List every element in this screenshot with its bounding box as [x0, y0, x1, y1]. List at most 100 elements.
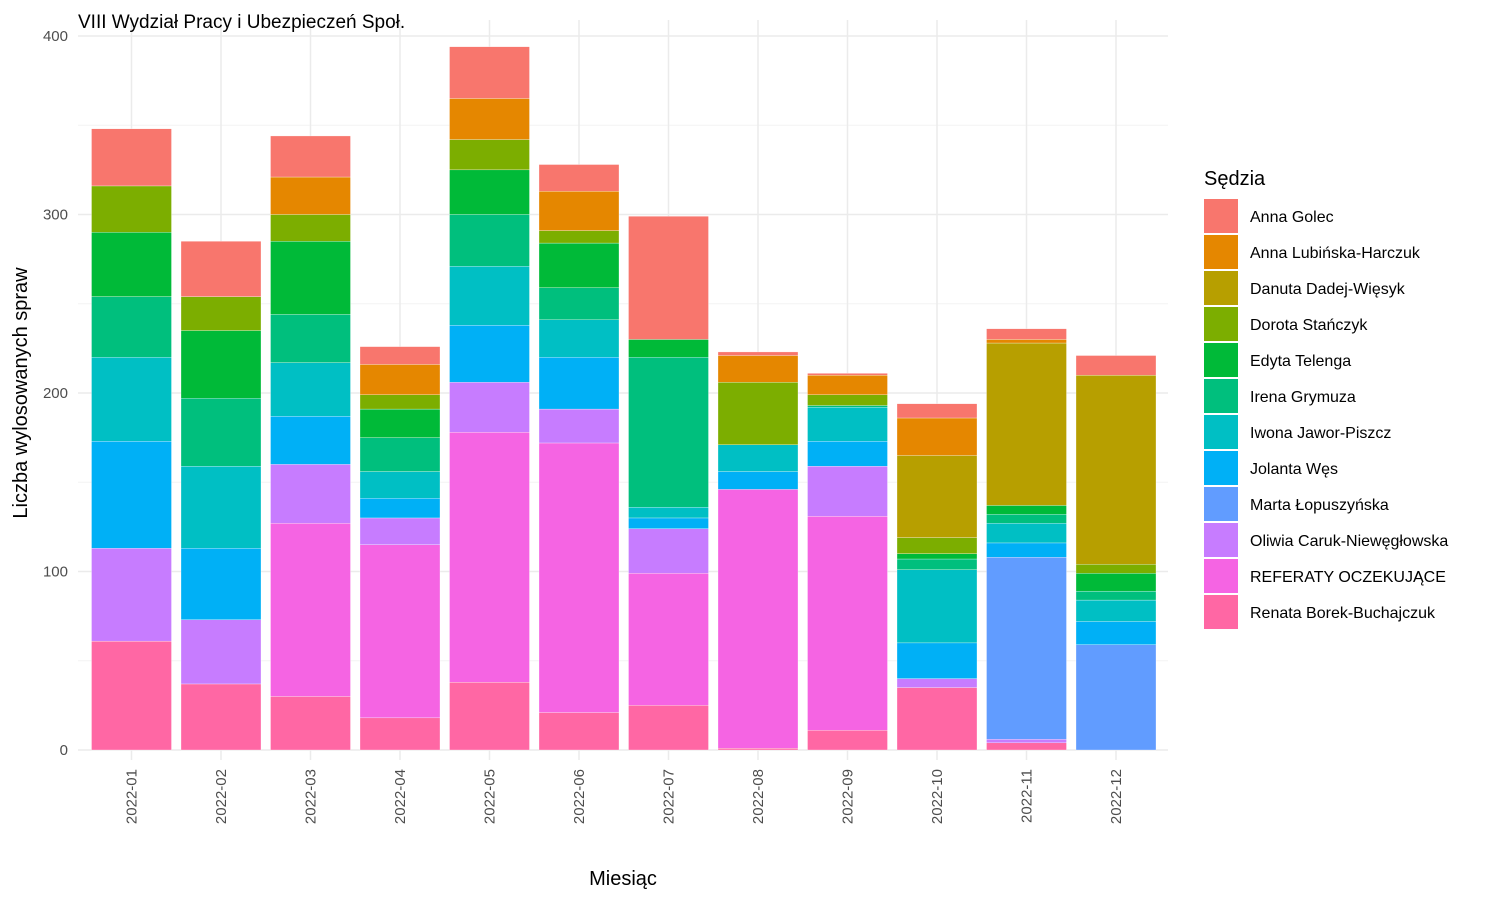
legend-title: Sędzia: [1204, 168, 1266, 190]
bar-segment: [807, 394, 888, 406]
bar-segment: [896, 558, 978, 570]
bar-segment: [628, 705, 709, 751]
bar-segment: [538, 164, 620, 192]
legend-label: Danuta Dadej-Więsyk: [1250, 281, 1406, 298]
x-tick-label: 2022-06: [571, 769, 588, 824]
legend-swatch: [1204, 523, 1238, 557]
bar-segment: [807, 441, 888, 467]
bar-segment: [896, 569, 978, 644]
bar-segment: [91, 128, 172, 187]
x-axis-title: Miesiąc: [589, 868, 657, 890]
y-tick-label: 100: [43, 564, 68, 581]
bar-segment: [986, 739, 1067, 744]
bar-segment: [807, 730, 888, 751]
bar-segment: [538, 408, 620, 444]
bar-segment: [807, 466, 888, 517]
bar-segment: [270, 362, 351, 417]
bar-segment: [270, 464, 351, 524]
bar-segment: [986, 505, 1067, 515]
legend-label: Renata Borek-Buchajczuk: [1250, 605, 1436, 622]
bar-segment: [717, 382, 799, 445]
bar-segment: [449, 139, 530, 171]
bar-segment: [896, 642, 978, 679]
legend-label: Oliwia Caruk-Niewęgłowska: [1250, 533, 1448, 550]
bar-segment: [180, 398, 262, 467]
bar-segment: [91, 640, 172, 751]
legend-label: Irena Grymuza: [1250, 389, 1356, 406]
bar-segment: [717, 489, 799, 749]
bar-segment: [986, 339, 1067, 344]
bar-segment: [1075, 564, 1157, 574]
x-tick-label: 2022-07: [661, 769, 678, 824]
bar-segment: [449, 325, 530, 383]
bar-segment: [717, 351, 799, 356]
bar-segment: [359, 498, 441, 519]
x-tick-label: 2022-03: [303, 769, 320, 824]
bar-segment: [270, 416, 351, 465]
bar-segment: [449, 432, 530, 683]
bar-segment: [1075, 599, 1157, 622]
bar-segment: [986, 523, 1067, 544]
bar-segment: [538, 712, 620, 751]
bar-segment: [628, 517, 709, 529]
bar-segment: [270, 523, 351, 697]
y-tick-label: 0: [60, 742, 68, 759]
legend-swatch: [1204, 451, 1238, 485]
legend-swatch: [1204, 415, 1238, 449]
bar-segment: [628, 507, 709, 519]
bar-segment: [449, 169, 530, 215]
bar-segment: [91, 185, 172, 233]
legend-label: Marta Łopuszyńska: [1250, 497, 1389, 514]
bar-segment: [449, 46, 530, 99]
x-tick-label: 2022-04: [392, 769, 409, 824]
bar-segment: [896, 687, 978, 751]
bar-segment: [91, 232, 172, 297]
legend-swatch: [1204, 307, 1238, 341]
legend-label: Iwona Jawor-Piszcz: [1250, 425, 1391, 442]
bar-segment: [359, 471, 441, 499]
bar-segment: [449, 266, 530, 326]
bar-segment: [538, 242, 620, 288]
bar-segment: [180, 619, 262, 685]
bar-segment: [359, 364, 441, 395]
bar-segment: [807, 516, 888, 731]
bar-segment: [449, 98, 530, 140]
y-tick-label: 300: [43, 207, 68, 224]
bar-segment: [628, 573, 709, 706]
bar-segment: [717, 748, 799, 751]
bar-segment: [270, 696, 351, 751]
bar-segment: [896, 553, 978, 560]
bar-segment: [538, 230, 620, 244]
bar-segment: [538, 287, 620, 320]
legend-label: Anna Golec: [1250, 209, 1334, 226]
bar-segment: [1075, 355, 1157, 376]
legend-swatch: [1204, 271, 1238, 305]
legend-label: Edyta Telenga: [1250, 353, 1351, 370]
bar-segment: [538, 319, 620, 358]
bar-segment: [807, 373, 888, 376]
y-axis-title: Liczba wylosowanych spraw: [10, 267, 32, 519]
chart-title: VIII Wydział Pracy i Ubezpieczeń Społ.: [78, 12, 405, 33]
bar-segment: [538, 442, 620, 713]
bar-segment: [986, 342, 1067, 506]
bar-segment: [91, 296, 172, 358]
bar-segment: [1075, 374, 1157, 565]
bar-segment: [986, 742, 1067, 751]
bar-segment: [1075, 621, 1157, 645]
bar-segment: [807, 374, 888, 395]
legend: Sędzia Anna Golec Anna Lubińska-Harczuk Da…: [1204, 168, 1448, 629]
legend-swatch: [1204, 235, 1238, 269]
bar-segment: [986, 542, 1067, 558]
legend-label: REFERATY OCZEKUJĄCE: [1250, 569, 1446, 586]
bar-segment: [270, 135, 351, 178]
bar-segment: [538, 357, 620, 410]
bar-segment: [986, 514, 1067, 524]
bar-segment: [91, 548, 172, 642]
bar-segment: [807, 405, 888, 408]
bar-segment: [359, 346, 441, 365]
bar-segment: [449, 682, 530, 751]
bar-segment: [270, 214, 351, 242]
bar-segment: [180, 241, 262, 297]
bar-segment: [717, 355, 799, 383]
